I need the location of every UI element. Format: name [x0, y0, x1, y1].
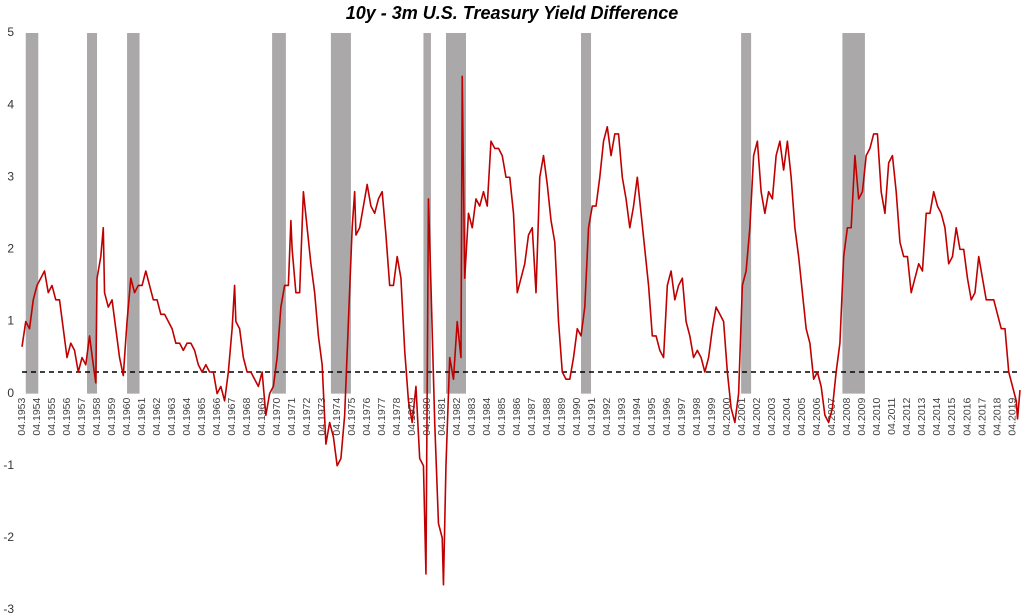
x-tick-label: 04.1972 [301, 397, 313, 435]
x-tick-label: 04.1985 [496, 397, 508, 435]
x-tick-label: 04.1971 [286, 397, 298, 435]
x-tick-label: 04.1996 [661, 397, 673, 435]
x-tick-label: 04.1981 [436, 397, 448, 435]
x-tick-label: 04.1992 [601, 397, 613, 435]
x-tick-label: 04.1955 [46, 397, 58, 435]
x-tick-label: 04.2016 [961, 397, 973, 435]
x-tick-label: 04.1984 [481, 397, 493, 435]
x-tick-label: 04.1968 [241, 397, 253, 435]
x-tick-label: 04.2009 [856, 397, 868, 435]
x-tick-label: 04.1965 [196, 397, 208, 435]
x-tick-label: 04.1993 [616, 397, 628, 435]
x-tick-label: 04.1991 [586, 397, 598, 435]
x-tick-label: 04.1995 [646, 397, 658, 435]
x-tick-label: 04.1959 [106, 397, 118, 435]
x-tick-label: 04.1957 [76, 397, 88, 435]
y-tick-label: 0 [7, 386, 14, 400]
x-tick-label: 04.1963 [166, 397, 178, 435]
data-line [21, 75, 1021, 586]
x-tick-label: 04.1974 [331, 397, 343, 435]
x-tick-label: 04.1986 [511, 397, 523, 435]
y-tick-label: 5 [7, 25, 14, 39]
x-tick-label: 04.1960 [121, 397, 133, 435]
x-tick-label: 04.1961 [136, 397, 148, 435]
x-tick-label: 04.1989 [556, 397, 568, 435]
x-tick-label: 04.2014 [931, 397, 943, 435]
x-tick-label: 04.1987 [526, 397, 538, 435]
x-tick-label: 04.1962 [151, 397, 163, 435]
x-tick-label: 04.2000 [721, 397, 733, 435]
x-tick-label: 04.1999 [706, 397, 718, 435]
x-tick-label: 04.1997 [676, 397, 688, 435]
x-tick-label: 04.2013 [916, 397, 928, 435]
x-tick-label: 04.1976 [361, 397, 373, 435]
x-tick-label: 04.2004 [781, 397, 793, 435]
x-tick-label: 04.1982 [451, 397, 463, 435]
x-tick-label: 04.1983 [466, 397, 478, 435]
x-tick-label: 04.2011 [886, 397, 898, 434]
x-tick-label: 04.1966 [211, 397, 223, 435]
x-tick-label: 04.1977 [376, 397, 388, 435]
x-tick-label: 04.2012 [901, 397, 913, 435]
x-tick-label: 04.2019 [1006, 397, 1018, 435]
x-tick-label: 04.2015 [946, 397, 958, 435]
y-tick-label: -3 [3, 602, 14, 614]
x-tick-label: 04.1994 [631, 397, 643, 435]
x-tick-label: 04.2008 [841, 397, 853, 435]
x-tick-label: 04.2010 [871, 397, 883, 435]
x-tick-label: 04.1958 [91, 397, 103, 435]
recession-band [25, 33, 39, 394]
recession-band [581, 33, 592, 394]
recession-band [741, 33, 752, 394]
chart-title: 10y - 3m U.S. Treasury Yield Difference [346, 3, 679, 23]
x-tick-label: 04.1956 [61, 397, 73, 435]
recession-band [330, 33, 351, 394]
x-tick-label: 04.1975 [346, 397, 358, 435]
x-tick-label: 04.2018 [991, 397, 1003, 435]
y-tick-label: 3 [7, 169, 14, 183]
x-tick-label: 04.1970 [271, 397, 283, 435]
x-tick-label: 04.1964 [181, 397, 193, 435]
x-tick-label: 04.2017 [976, 397, 988, 435]
recession-band [423, 33, 431, 394]
x-tick-label: 04.1988 [541, 397, 553, 435]
x-tick-label: 04.1998 [691, 397, 703, 435]
recession-band [127, 33, 140, 394]
recession-band [272, 33, 286, 394]
x-tick-label: 04.1973 [316, 397, 328, 435]
x-tick-label: 04.2006 [811, 397, 823, 435]
x-tick-label: 04.1990 [571, 397, 583, 435]
y-tick-label: 1 [7, 314, 14, 328]
x-tick-label: 04.1967 [226, 397, 238, 435]
y-tick-label: -2 [3, 530, 14, 544]
x-tick-label: 04.1953 [16, 397, 28, 435]
x-tick-label: 04.1969 [256, 397, 268, 435]
x-tick-label: 04.2005 [796, 397, 808, 435]
x-tick-label: 04.1954 [31, 397, 43, 435]
y-tick-label: 2 [7, 242, 14, 256]
y-tick-label: -1 [3, 458, 14, 472]
x-tick-label: 04.2003 [766, 397, 778, 435]
recession-band [87, 33, 98, 394]
x-tick-label: 04.2001 [736, 397, 748, 435]
x-tick-label: 04.1978 [391, 397, 403, 435]
x-tick-label: 04.2007 [826, 397, 838, 435]
x-tick-label: 04.2002 [751, 397, 763, 435]
recession-band [842, 33, 865, 394]
y-tick-label: 4 [7, 97, 14, 111]
